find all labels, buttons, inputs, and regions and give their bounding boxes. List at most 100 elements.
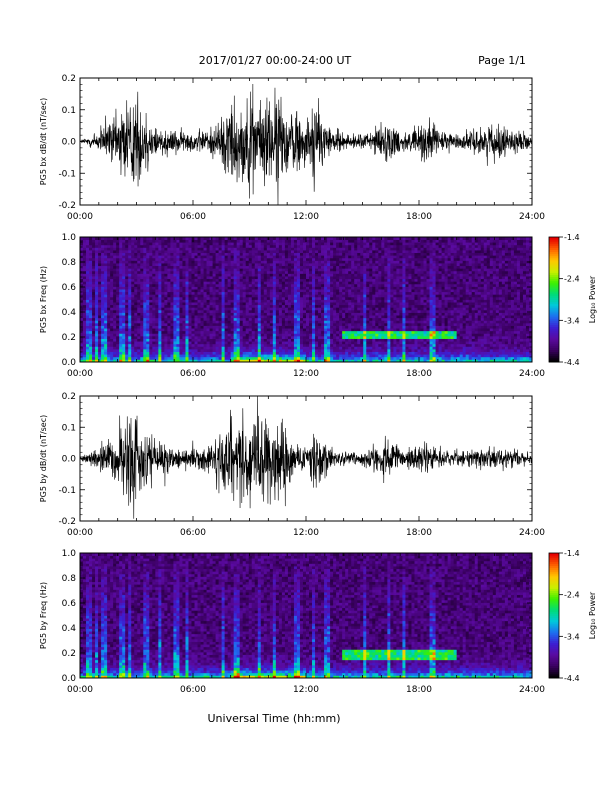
spectrogram-cell	[227, 276, 232, 280]
spectrogram-cell	[176, 322, 180, 326]
spectrogram-cell	[227, 242, 232, 246]
spectrogram-cell	[95, 276, 99, 280]
spectrogram-cell	[324, 255, 328, 259]
spectrogram-cell	[191, 281, 195, 285]
spectrogram-cell	[188, 341, 192, 345]
spectrogram-cell	[140, 296, 144, 300]
spectrogram-cell	[200, 252, 204, 256]
spectrogram-cell	[161, 335, 165, 339]
spectrogram-cell	[227, 244, 232, 248]
spectrogram-cell	[107, 348, 111, 352]
spectrogram-cell	[200, 260, 204, 264]
spectrogram-cell	[357, 341, 361, 345]
spectrogram-cell	[327, 343, 331, 347]
spectrogram-cell	[233, 276, 238, 280]
spectrogram-cell	[158, 356, 162, 360]
spectrogram-cell	[348, 263, 352, 267]
spectrogram-cell	[125, 294, 129, 298]
spectrogram-cell	[224, 348, 229, 352]
spectrogram-cell	[80, 351, 84, 355]
spectrogram-cell	[197, 354, 201, 358]
spectrogram-cell	[164, 302, 168, 306]
spectrogram-cell	[122, 309, 126, 313]
spectrogram-cell	[101, 328, 105, 332]
spectrogram-cell	[333, 307, 337, 311]
spectrogram-cell	[92, 239, 96, 243]
spectrogram-cell	[293, 239, 298, 243]
spectrogram-cell	[378, 317, 382, 321]
spectrogram-cell	[197, 348, 201, 352]
spectrogram-cell	[104, 317, 108, 321]
spectrogram-cell	[363, 252, 367, 256]
spectrogram-cell	[131, 242, 135, 246]
spectrogram-cell	[92, 242, 96, 246]
spectrogram-cell	[107, 273, 111, 277]
spectrogram-cell	[287, 338, 292, 342]
spectrogram-cell	[161, 348, 165, 352]
spectrogram-cell	[302, 315, 307, 319]
spectrogram-cell	[254, 263, 259, 267]
spectrogram-cell	[119, 359, 123, 363]
spectrogram-cell	[176, 333, 180, 337]
spectrogram-cell	[161, 278, 165, 282]
spectrogram-cell	[143, 294, 147, 298]
spectrogram-cell	[269, 302, 274, 306]
spectrogram-cell	[98, 356, 102, 360]
spectrogram-cell	[266, 320, 271, 324]
spectrogram-cell	[83, 281, 87, 285]
spectrogram-cell	[260, 317, 265, 321]
spectrogram-cell	[116, 294, 120, 298]
spectrogram-cell	[215, 268, 220, 272]
spectrogram-cell	[92, 257, 96, 261]
spectrogram-cell	[372, 322, 376, 326]
spectrogram-cell	[357, 317, 361, 321]
spectrogram-cell	[321, 307, 325, 311]
spectrogram-cell	[312, 250, 316, 254]
spectrogram-cell	[185, 302, 189, 306]
spectrogram-cell	[306, 359, 310, 363]
spectrogram-cell	[134, 346, 138, 350]
spectrogram-cell	[366, 307, 370, 311]
spectrogram-cell	[290, 346, 295, 350]
spectrogram-cell	[185, 343, 189, 347]
spectrogram-cell	[101, 322, 105, 326]
spectrogram-cell	[182, 278, 186, 282]
spectrogram-cell	[224, 351, 229, 355]
spectrogram-cell	[83, 270, 87, 274]
spectrogram-cell	[239, 268, 244, 272]
spectrogram-cell	[330, 278, 334, 282]
spectrogram-cell	[330, 341, 334, 345]
spectrogram-cell	[161, 322, 165, 326]
spectrogram-cell	[191, 307, 195, 311]
spectrogram-cell	[188, 359, 192, 363]
spectrogram-cell	[104, 312, 108, 316]
spectrogram-cell	[381, 354, 385, 358]
spectrogram-cell	[218, 351, 223, 355]
spectrogram-cell	[287, 242, 292, 246]
spectrogram-cell	[306, 255, 310, 259]
spectrogram-cell	[372, 320, 376, 324]
spectrogram-cell	[357, 278, 361, 282]
spectrogram-cell	[119, 348, 123, 352]
spectrogram-cell	[143, 291, 147, 295]
spectrogram-cell	[296, 356, 301, 360]
spectrogram-cell	[354, 270, 358, 274]
spectrogram-cell	[339, 307, 343, 311]
spectrogram-cell	[218, 320, 223, 324]
spectrogram-cell	[251, 333, 256, 337]
spectrogram-cell	[381, 278, 385, 282]
spectrogram-cell	[194, 309, 198, 313]
spectrogram-cell	[218, 330, 223, 334]
spectrogram-cell	[164, 348, 168, 352]
spectrogram-cell	[245, 299, 250, 303]
spectrogram-cell	[197, 299, 201, 303]
spectrogram-cell	[327, 354, 331, 358]
spectrogram-cell	[131, 268, 135, 272]
spectrogram-cell	[92, 270, 96, 274]
spectrogram-cell	[327, 325, 331, 329]
spectrogram-cell	[306, 263, 310, 267]
spectrogram-cell	[197, 302, 201, 306]
spectrogram-cell	[152, 333, 156, 337]
spectrogram-cell	[113, 278, 117, 282]
spectrogram-cell	[116, 263, 120, 267]
